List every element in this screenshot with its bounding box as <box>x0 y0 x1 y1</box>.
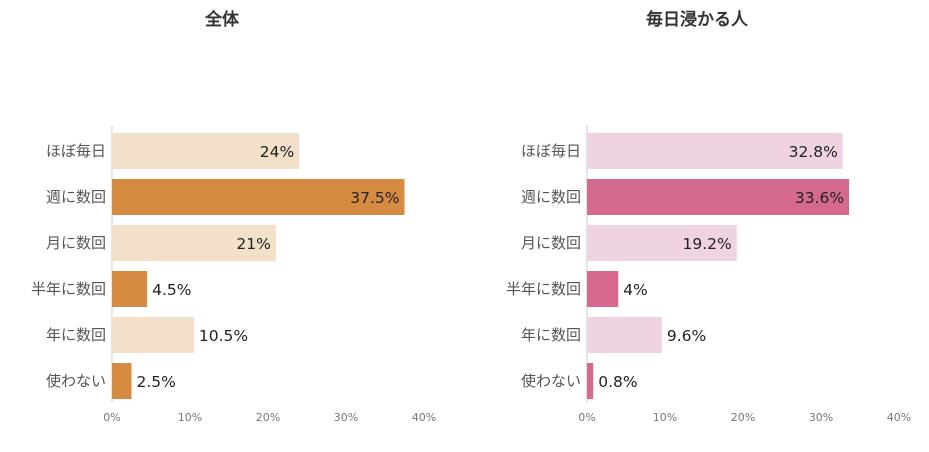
bar-1 <box>112 133 300 169</box>
data-label: 9.6% <box>667 327 706 345</box>
category-label: 月に数回 <box>46 234 106 252</box>
x-tick-label: 20% <box>256 411 280 424</box>
bar-4 <box>112 271 148 307</box>
bar-5 <box>587 317 662 353</box>
category-label: 年に数回 <box>46 326 106 344</box>
data-label: 4% <box>623 281 648 299</box>
data-label: 37.5% <box>350 189 399 207</box>
category-label: 年に数回 <box>521 326 581 344</box>
category-label: 週に数回 <box>46 188 106 206</box>
category-label: 週に数回 <box>521 188 581 206</box>
category-label: 半年に数回 <box>31 280 106 298</box>
data-label: 33.6% <box>795 189 844 207</box>
x-tick-label: 0% <box>578 411 595 424</box>
x-tick-label: 40% <box>887 411 911 424</box>
x-tick-label: 10% <box>178 411 202 424</box>
bar-1 <box>587 133 843 169</box>
x-tick-label: 40% <box>412 411 436 424</box>
bar-6 <box>587 363 594 399</box>
x-tick-label: 30% <box>334 411 358 424</box>
data-label: 19.2% <box>683 235 732 253</box>
bar-4 <box>587 271 619 307</box>
x-tick-label: 0% <box>103 411 120 424</box>
bar-2 <box>112 179 405 215</box>
data-label: 4.5% <box>152 281 191 299</box>
bar-3 <box>112 225 276 261</box>
x-tick-label: 20% <box>731 411 755 424</box>
bar-2 <box>587 179 850 215</box>
data-label: 21% <box>236 235 270 253</box>
bar-6 <box>112 363 132 399</box>
category-label: 半年に数回 <box>506 280 581 298</box>
bar-5 <box>112 317 194 353</box>
data-label: 24% <box>260 143 294 161</box>
data-label: 0.8% <box>598 373 637 391</box>
data-label: 2.5% <box>137 373 176 391</box>
category-label: ほぼ毎日 <box>521 142 581 160</box>
bar-3 <box>587 225 737 261</box>
data-label: 10.5% <box>199 327 248 345</box>
x-tick-label: 30% <box>809 411 833 424</box>
category-label: 使わない <box>46 372 106 390</box>
x-tick-label: 10% <box>653 411 677 424</box>
data-label: 32.8% <box>789 143 838 161</box>
category-label: ほぼ毎日 <box>46 142 106 160</box>
chart-title: 全体 <box>204 9 240 30</box>
category-label: 使わない <box>521 372 581 390</box>
chart-title: 毎日浸かる人 <box>646 9 749 30</box>
category-label: 月に数回 <box>521 234 581 252</box>
